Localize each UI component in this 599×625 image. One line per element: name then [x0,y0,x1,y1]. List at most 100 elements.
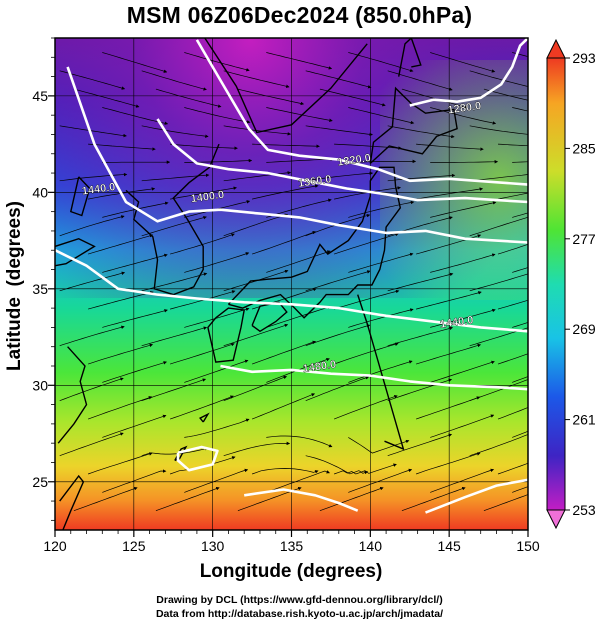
streamline-39 [305,376,370,402]
coastline-4 [57,346,88,444]
streamline-55 [141,326,208,347]
streamline-54 [59,325,125,347]
streamline-116 [266,157,335,163]
streamline-113 [469,174,528,182]
streamline-76 [387,272,454,292]
streamline-62 [266,305,331,328]
streamline-32 [251,393,316,420]
y-tick-label-25: 25 [32,474,48,490]
contour-label-6: 1480.0 [302,359,337,376]
streamline-108 [59,172,128,182]
streamline-51 [333,342,399,365]
streamline-103 [170,186,237,200]
streamline-20 [223,441,291,457]
coastline-3 [55,237,96,267]
streamline-10 [430,468,495,493]
streamline-30 [87,396,153,420]
x-tick-label-130: 130 [201,538,225,554]
streamline-29 [512,430,528,438]
streamline-134 [266,107,333,122]
streamline-50 [251,340,317,365]
coastline-9 [369,86,458,164]
coastline-12 [199,412,210,423]
streamline-150 [102,52,168,73]
contour-label-1: 1320.0 [337,152,372,169]
streamline-96 [102,201,169,218]
streamline-0 [73,486,138,512]
streamline-58 [387,326,454,347]
streamline-132 [102,107,169,125]
colorbar-label-269: 269 [572,321,596,337]
streamline-45 [348,360,413,383]
contour-label-5: 1440.0 [439,314,474,331]
streamline-43 [184,359,249,383]
streamline-91 [141,215,207,237]
streamline-5 [483,494,528,512]
streamline-87 [333,232,399,255]
streamline-121 [170,143,238,150]
streamline-63 [348,308,414,328]
streamline-143 [483,88,528,101]
streamline-118 [430,160,499,164]
contour-line-1520-6 [244,488,359,512]
streamline-34 [415,396,481,420]
coastline-0 [204,38,368,134]
streamline-64 [430,308,496,328]
x-tick-label-120: 120 [43,538,67,554]
streamline-137 [512,107,528,112]
streamline-22 [387,433,453,457]
plot-area: 1280.0 1320.0 1360.0 1400.0 1440.0 1440.0 1480… [55,38,528,530]
streamline-92 [223,213,289,237]
streamline-104 [252,184,319,200]
colorbar-label-253: 253 [572,502,596,518]
streamline-127 [141,125,209,138]
streamline-77 [469,273,528,292]
streamline-25 [184,418,250,438]
streamline-47 [512,376,528,383]
contour-labels: 1280.0 1320.0 1360.0 1400.0 1440.0 1440.0 1480… [81,100,482,376]
streamline-90 [59,215,125,237]
x-tick-labels: 120 125 130 135 140 145 150 [43,538,540,554]
streamline-142 [401,88,468,109]
streamline-61 [184,307,250,328]
streamline-9 [348,468,413,493]
credit-drawing: Drawing by DCL (https://www.gfd-dennou.o… [156,594,443,606]
streamline-80 [266,250,331,273]
streamline-155 [512,52,528,57]
x-tick-label-140: 140 [359,538,383,554]
streamline-135 [348,107,415,125]
streamline-3 [319,486,384,512]
streamline-140 [237,88,305,106]
streamline-65 [512,322,528,328]
streamline-48 [87,343,154,365]
streamline-49 [169,342,235,365]
streamline-7 [184,468,249,493]
streamline-138 [73,88,140,108]
streamline-26 [266,435,333,448]
streamline-141 [319,88,386,107]
streamline-131 [469,125,528,135]
streamline-72 [59,271,126,292]
streamline-130 [387,125,455,139]
wind-streamlines [59,52,528,512]
contour-label-2: 1360.0 [297,173,332,190]
streamline-4 [401,486,466,512]
colorbar-body [546,57,566,511]
streamline-112 [387,173,456,182]
streamline-70 [416,291,482,310]
streamline-60 [102,309,168,328]
streamline-86 [251,230,317,255]
contour-label-3: 1400.0 [190,189,225,206]
streamline-17 [497,462,528,475]
streamline-101 [512,212,528,218]
streamline-124 [416,143,484,151]
colorbar-bottom-arrow [546,509,566,530]
streamline-19 [141,447,209,457]
streamline-83 [512,267,528,273]
contour-line-1520-7 [425,478,528,514]
y-axis-label: Latitude (degrees) [4,201,25,371]
streamline-99 [348,200,415,218]
streamline-38 [223,375,288,402]
streamline-67 [170,290,236,310]
